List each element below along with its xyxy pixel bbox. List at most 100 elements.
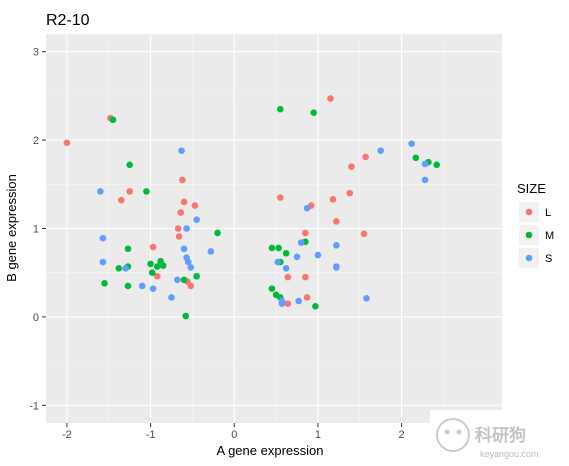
legend-label-m: M xyxy=(545,230,554,242)
data-point-m xyxy=(433,161,441,169)
data-point-l xyxy=(180,198,188,206)
data-point-s xyxy=(314,251,322,259)
x-tick-label: 2 xyxy=(399,429,405,441)
data-point-s xyxy=(99,258,107,266)
data-point-m xyxy=(268,244,276,252)
x-tick-label: -1 xyxy=(146,429,156,441)
data-point-s xyxy=(421,176,429,184)
data-point-m xyxy=(143,188,150,195)
data-point-m xyxy=(310,109,318,116)
data-point-s xyxy=(363,295,370,302)
data-point-s xyxy=(278,300,286,307)
data-point-m xyxy=(412,154,420,162)
y-axis-title: B gene expression xyxy=(4,174,19,282)
data-point-l xyxy=(327,95,334,102)
data-point-l xyxy=(302,273,309,281)
data-point-m xyxy=(193,272,200,280)
data-point-s xyxy=(183,225,190,232)
y-tick-label: 1 xyxy=(33,224,39,236)
data-point-s xyxy=(178,147,185,154)
data-point-s xyxy=(193,216,200,223)
data-point-l xyxy=(179,176,186,184)
data-point-s xyxy=(122,264,129,272)
data-point-m xyxy=(275,244,282,252)
data-point-m xyxy=(182,312,190,320)
data-point-s xyxy=(184,258,192,266)
data-point-s xyxy=(377,147,384,154)
data-point-m xyxy=(276,105,284,113)
data-point-l xyxy=(63,139,71,147)
data-point-s xyxy=(408,140,415,147)
data-point-l xyxy=(149,243,157,251)
y-tick-label: -1 xyxy=(29,400,39,412)
data-point-m xyxy=(147,260,154,268)
data-point-s xyxy=(295,297,302,305)
data-point-l xyxy=(174,225,182,232)
data-point-s xyxy=(207,248,215,255)
data-point-l xyxy=(153,272,161,280)
y-tick-label: 2 xyxy=(33,135,39,147)
legend-label-l: L xyxy=(545,207,551,219)
data-point-s xyxy=(297,239,305,246)
data-point-s xyxy=(293,253,301,261)
y-tick-label: 0 xyxy=(33,312,39,324)
data-point-m xyxy=(214,229,221,237)
legend-marker-s xyxy=(525,254,533,262)
x-tick-label: 0 xyxy=(231,429,237,441)
data-point-s xyxy=(149,285,157,292)
data-point-m xyxy=(109,116,117,124)
data-point-m xyxy=(268,285,276,292)
watermark-logo-icon xyxy=(436,418,470,452)
data-point-m xyxy=(282,249,290,257)
data-point-m xyxy=(115,264,123,272)
watermark-text-large: 科研狗 xyxy=(475,425,526,445)
grid-minor xyxy=(46,34,502,423)
data-point-l xyxy=(348,163,355,170)
data-points xyxy=(63,95,441,320)
data-point-l xyxy=(191,202,199,209)
data-point-m xyxy=(148,269,156,277)
data-point-l xyxy=(118,196,125,204)
data-point-l xyxy=(329,196,337,203)
data-point-l xyxy=(284,273,292,281)
data-point-l xyxy=(333,218,340,225)
data-point-l xyxy=(346,189,354,197)
data-point-l xyxy=(175,233,183,240)
axis-ticks: -2 -1 0 1 2 -1 0 1 2 3 xyxy=(29,47,404,441)
watermark-logo-eye-icon xyxy=(456,429,462,435)
grid-major xyxy=(46,34,502,423)
data-point-s xyxy=(180,245,188,253)
data-point-s xyxy=(274,258,282,266)
watermark-logo-eye-icon xyxy=(444,429,450,435)
data-point-l xyxy=(284,300,292,307)
data-point-l xyxy=(187,282,195,290)
data-point-m xyxy=(126,161,133,169)
data-point-m xyxy=(124,282,132,290)
data-point-l xyxy=(177,209,185,216)
data-point-s xyxy=(187,264,195,271)
watermark-text-small: keyangou.com xyxy=(480,449,539,459)
data-point-l xyxy=(360,230,368,238)
x-tick-label: 1 xyxy=(315,429,321,441)
data-point-m xyxy=(180,276,188,284)
data-point-l xyxy=(126,188,133,195)
data-point-l xyxy=(303,294,311,301)
data-point-s xyxy=(138,282,146,290)
data-point-l xyxy=(302,229,309,237)
data-point-m xyxy=(153,263,161,270)
data-point-m xyxy=(312,303,319,310)
data-point-s xyxy=(168,294,175,301)
x-tick-label: -2 xyxy=(62,429,72,441)
data-point-m xyxy=(159,262,167,269)
data-point-s xyxy=(421,160,429,168)
data-point-s xyxy=(333,241,340,249)
y-tick-label: 3 xyxy=(33,47,39,59)
legend-title: SIZE xyxy=(517,181,546,196)
data-point-s xyxy=(99,234,107,242)
data-point-s xyxy=(174,276,181,284)
data-point-s xyxy=(303,204,311,212)
legend-marker-m xyxy=(525,231,533,239)
legend: SIZE LMS xyxy=(517,181,554,268)
legend-label-s: S xyxy=(545,253,552,265)
